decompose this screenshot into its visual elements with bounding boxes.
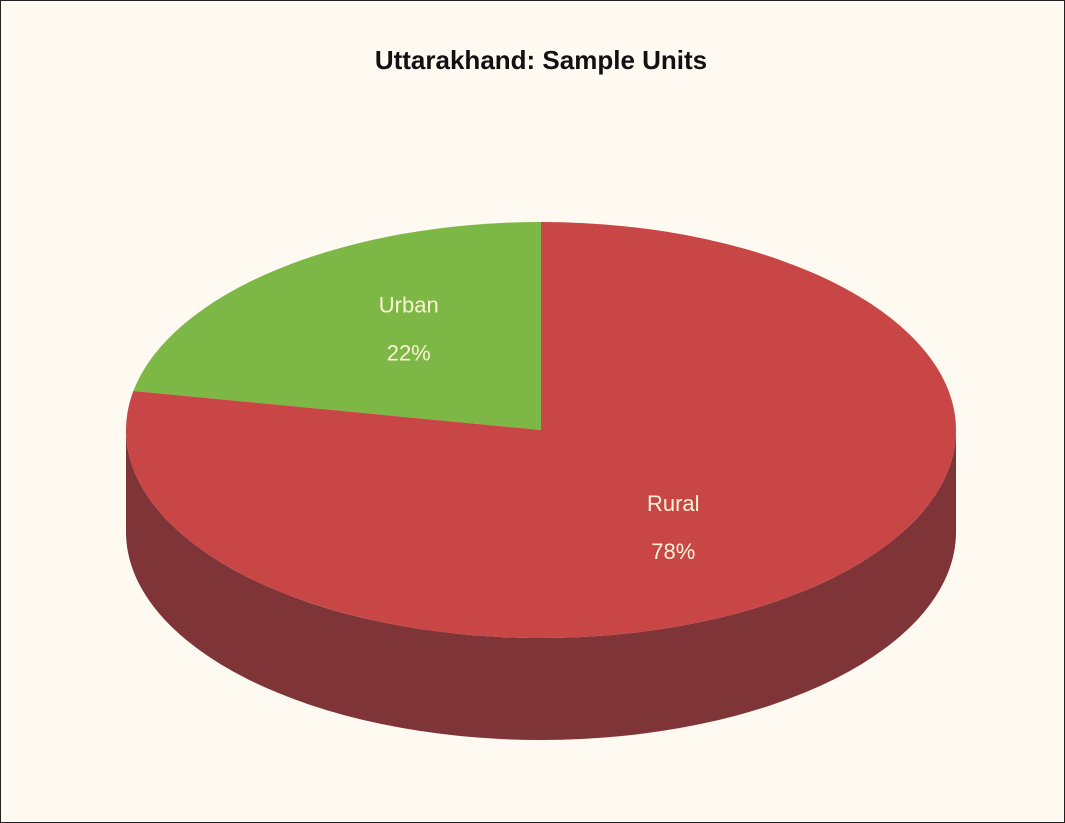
slice [133,222,542,430]
chart-title: Uttarakhand: Sample Units [375,45,707,75]
slice-value-label: 22% [387,340,431,365]
slice [126,222,957,638]
slice-value-label: 78% [651,539,695,564]
slice-label: Rural [647,491,700,516]
slice-label: Urban [379,292,439,317]
slice-side [126,430,956,740]
